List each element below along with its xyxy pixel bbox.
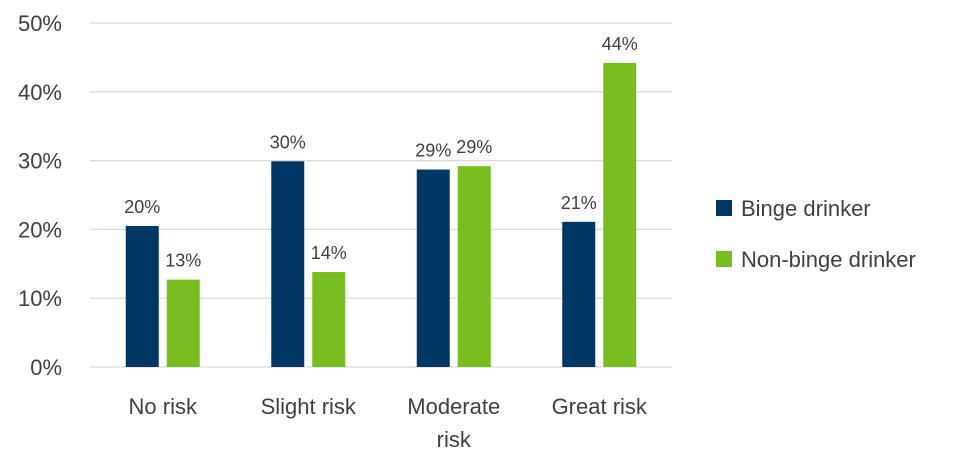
legend-label: Binge drinker xyxy=(741,196,871,221)
bar-binge xyxy=(562,221,596,367)
bar-non-binge xyxy=(166,279,200,367)
bar-binge xyxy=(271,161,305,367)
y-tick-label: 20% xyxy=(18,217,62,242)
data-label: 21% xyxy=(561,193,597,213)
data-label: 14% xyxy=(311,243,347,263)
legend-swatch xyxy=(716,200,732,216)
data-label: 30% xyxy=(270,132,306,152)
legend-label: Non-binge drinker xyxy=(741,247,916,272)
bar-non-binge xyxy=(457,166,491,367)
data-label: 44% xyxy=(602,34,638,54)
y-tick-label: 0% xyxy=(30,355,62,380)
y-tick-label: 30% xyxy=(18,149,62,174)
y-tick-label: 50% xyxy=(18,11,62,36)
x-tick-label: Slight risk xyxy=(261,394,357,419)
y-tick-label: 10% xyxy=(18,286,62,311)
bar-non-binge xyxy=(603,62,637,368)
data-label: 13% xyxy=(165,251,201,271)
bar-non-binge xyxy=(312,272,346,367)
data-label: 20% xyxy=(124,197,160,217)
data-label: 29% xyxy=(415,141,451,161)
x-tick-label: risk xyxy=(437,427,472,452)
x-tick-label: No risk xyxy=(129,394,198,419)
y-tick-label: 40% xyxy=(18,80,62,105)
x-tick-label: Great risk xyxy=(552,394,648,419)
legend-swatch xyxy=(716,251,732,267)
bar-binge xyxy=(416,169,450,367)
x-tick-label: Moderate xyxy=(407,394,500,419)
data-label: 29% xyxy=(456,137,492,157)
bar-binge xyxy=(125,225,159,367)
